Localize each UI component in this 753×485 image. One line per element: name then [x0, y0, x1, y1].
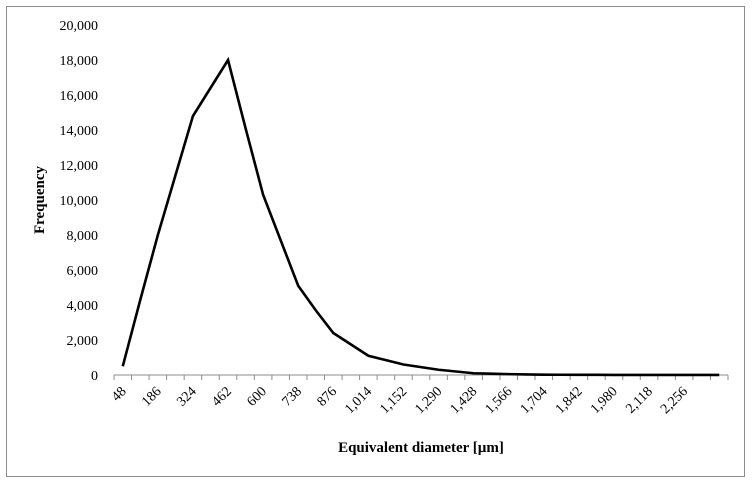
x-tick-label: 738 — [280, 384, 305, 409]
x-tick-label: 186 — [139, 384, 164, 409]
x-tick-label: 1,980 — [588, 384, 621, 417]
y-axis-title: Frequency — [32, 165, 48, 234]
series — [121, 56, 720, 377]
x-tick-label: 1,428 — [448, 384, 481, 417]
x-axis: 48 186 324 462 600 738 876 1,014 1,152 1,290 1,428… — [109, 374, 729, 417]
x-tick-label: 1,290 — [412, 384, 445, 417]
y-tick-label: 18,000 — [60, 54, 99, 69]
x-tick-label: 1,842 — [553, 384, 586, 417]
x-tick-label: 48 — [109, 384, 130, 405]
x-tick-label: 2,256 — [658, 384, 691, 417]
y-tick-label: 14,000 — [60, 124, 99, 139]
x-tick-label: 600 — [244, 384, 269, 409]
y-tick-label: 16,000 — [60, 89, 99, 104]
x-axis-title: Equivalent diameter [µm] — [338, 440, 504, 456]
y-tick-label: 10,000 — [60, 194, 99, 209]
x-tick-label: 462 — [209, 384, 234, 409]
y-tick-label: 20,000 — [60, 19, 99, 34]
x-tick-label: 1,704 — [518, 384, 551, 417]
x-tick-label: 1,566 — [483, 384, 516, 417]
y-tick-label: 8,000 — [67, 229, 99, 244]
y-tick-label: 12,000 — [60, 159, 99, 174]
x-tick-label: 2,118 — [623, 384, 656, 417]
series-line — [121, 56, 720, 377]
x-tick-label: 324 — [174, 384, 199, 409]
y-axis: 0 2,000 4,000 6,000 8,000 10,000 12,000 14,000 1… — [60, 19, 99, 384]
y-tick-label: 0 — [91, 369, 98, 384]
y-tick-label: 2,000 — [67, 334, 99, 349]
y-tick-label: 4,000 — [67, 299, 99, 314]
x-tick-label: 1,014 — [342, 384, 375, 417]
x-tick-label: 1,152 — [377, 384, 410, 417]
chart-frame — [6, 6, 745, 477]
y-tick-label: 6,000 — [67, 264, 99, 279]
x-tick-label: 876 — [315, 384, 340, 409]
